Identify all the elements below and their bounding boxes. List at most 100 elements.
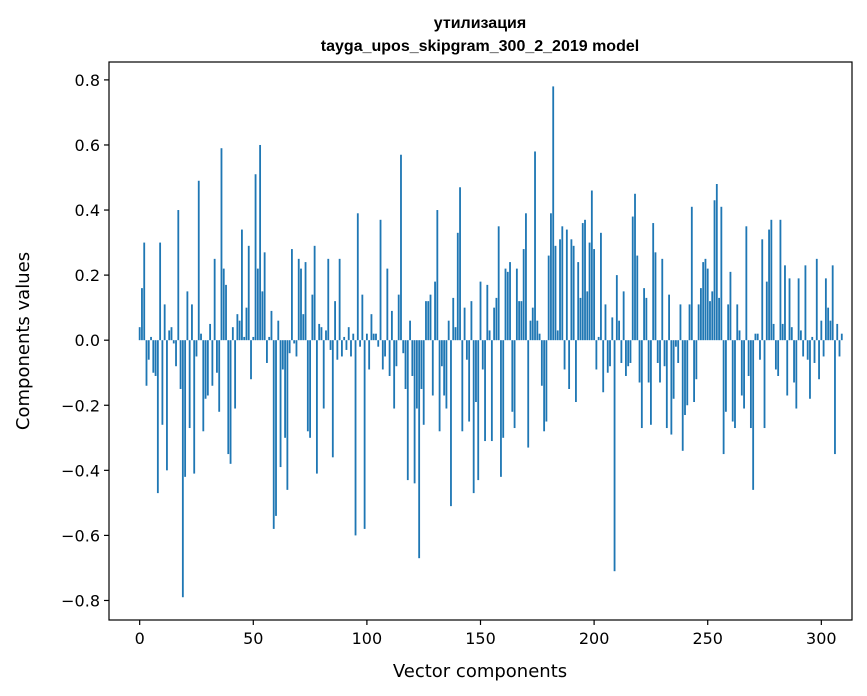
bar-294 <box>806 340 809 360</box>
x-tick-label: 100 <box>352 629 383 648</box>
bar-164 <box>511 340 514 412</box>
bar-65 <box>286 340 289 490</box>
bar-233 <box>668 294 670 341</box>
bar-200 <box>593 249 596 341</box>
y-axis-label: Components values <box>13 252 34 430</box>
bar-276 <box>765 281 768 341</box>
bar-17 <box>177 210 180 341</box>
bar-183 <box>554 245 557 341</box>
bar-150 <box>479 281 482 341</box>
bar-259 <box>727 304 730 341</box>
bar-25 <box>195 340 198 357</box>
bar-121 <box>413 340 416 484</box>
bar-95 <box>354 340 357 536</box>
bar-162 <box>506 271 509 341</box>
bar-190 <box>570 239 573 341</box>
bar-265 <box>740 340 743 396</box>
bar-244 <box>693 340 695 403</box>
bar-89 <box>340 340 343 357</box>
bar-30 <box>206 340 209 396</box>
bar-63 <box>281 340 284 370</box>
bar-237 <box>677 340 680 363</box>
bar-178 <box>543 340 546 432</box>
bar-285 <box>786 340 789 396</box>
bar-232 <box>665 340 668 429</box>
bar-40 <box>229 340 232 464</box>
bar-6 <box>152 340 155 373</box>
bar-92 <box>347 327 350 341</box>
bar-218 <box>634 193 636 341</box>
bar-192 <box>575 340 577 403</box>
bar-287 <box>790 327 793 341</box>
bar-189 <box>568 340 571 389</box>
bar-260 <box>729 271 732 341</box>
bar-83 <box>327 258 330 341</box>
bar-84 <box>329 340 332 350</box>
bar-171 <box>527 340 530 448</box>
bar-67 <box>291 249 293 341</box>
bar-225 <box>650 340 652 425</box>
bar-210 <box>615 275 618 341</box>
bar-64 <box>284 340 286 438</box>
bar-176 <box>538 333 541 341</box>
bar-275 <box>763 340 766 429</box>
bar-27 <box>200 333 202 341</box>
bar-46 <box>243 336 246 341</box>
bar-101 <box>368 340 371 370</box>
bar-268 <box>747 340 750 376</box>
bar-114 <box>397 294 400 341</box>
bar-29 <box>204 340 207 399</box>
bar-113 <box>395 340 398 367</box>
bar-196 <box>584 219 586 341</box>
bar-100 <box>365 333 368 341</box>
bar-135 <box>445 340 448 409</box>
bar-122 <box>415 340 418 409</box>
bar-62 <box>279 340 282 468</box>
bar-11 <box>163 304 166 341</box>
bar-300 <box>820 320 823 341</box>
bar-273 <box>759 340 761 360</box>
bar-1 <box>141 288 143 341</box>
bar-76 <box>311 294 314 341</box>
bar-9 <box>159 242 162 341</box>
bar-50 <box>252 336 255 341</box>
bar-165 <box>513 340 516 429</box>
bar-94 <box>352 333 355 341</box>
bar-71 <box>300 268 302 341</box>
bar-170 <box>525 213 527 341</box>
bar-60 <box>275 340 277 516</box>
bar-79 <box>318 323 321 341</box>
bar-26 <box>197 180 200 341</box>
bar-184 <box>556 330 559 341</box>
bar-156 <box>493 307 496 341</box>
bar-216 <box>629 340 632 363</box>
bar-264 <box>738 330 741 341</box>
bar-257 <box>722 340 725 455</box>
bar-99 <box>363 340 366 529</box>
bar-202 <box>597 336 600 341</box>
bar-106 <box>379 219 382 341</box>
bar-221 <box>640 340 643 429</box>
bar-302 <box>824 278 827 341</box>
bar-54 <box>261 291 264 341</box>
bar-86 <box>334 301 336 341</box>
bar-198 <box>588 242 591 341</box>
bar-224 <box>647 340 650 383</box>
bar-226 <box>652 223 655 341</box>
bar-282 <box>779 219 782 341</box>
bar-74 <box>306 340 309 432</box>
bar-48 <box>247 245 250 341</box>
bar-20 <box>184 340 187 477</box>
y-tick-label: −0.8 <box>61 591 100 610</box>
bar-90 <box>343 336 346 341</box>
bar-173 <box>531 307 534 341</box>
bar-263 <box>736 304 739 341</box>
bar-4 <box>147 340 150 360</box>
bar-2 <box>143 242 146 341</box>
bar-47 <box>245 307 248 341</box>
bar-133 <box>440 340 443 367</box>
chart-title-line2: tayga_upos_skipgram_300_2_2019 model <box>321 38 639 55</box>
bar-269 <box>749 340 752 429</box>
bar-207 <box>609 340 611 367</box>
bar-123 <box>418 340 421 559</box>
